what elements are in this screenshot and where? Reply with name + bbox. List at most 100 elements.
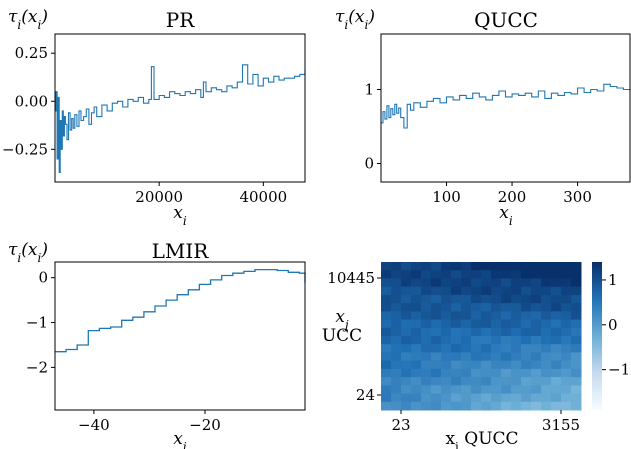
heatmap-cell (501, 303, 512, 312)
heatmap-cell (551, 401, 562, 411)
heatmap-cell (491, 344, 502, 353)
heatmap-cell (391, 262, 402, 271)
heatmap-cell (561, 286, 572, 296)
heatmap-cell (551, 352, 562, 362)
y-tick-label: 0.25 (15, 44, 48, 62)
heatmap-cell (451, 319, 462, 329)
heatmap-cell (411, 368, 422, 378)
heatmap-cell (571, 270, 582, 279)
heatmap-cell (521, 278, 532, 288)
pr-series-line (55, 64, 306, 173)
heatmap-cell (561, 368, 572, 378)
heatmap-cell (461, 377, 472, 386)
heatmap-cell (541, 262, 552, 271)
heatmap-cell (501, 352, 512, 362)
heatmap-cell (401, 270, 412, 279)
heatmap-cell (561, 401, 572, 411)
heatmap-cell (521, 368, 532, 378)
heatmap-cell (481, 311, 492, 321)
heatmap-cell (461, 344, 472, 353)
heatmap-x-tick-label: 23 (391, 416, 410, 434)
lmir-ylabel: τi(xi) (8, 240, 48, 265)
heatmap-cell (451, 336, 462, 345)
heatmap-cell (491, 303, 502, 312)
heatmap-cell (481, 270, 492, 279)
pr-ylabel: τi(xi) (8, 7, 48, 32)
panel-lmir: LMIR τi(xi) xi −40 −20 −2 −1 0 (8, 239, 306, 449)
heatmap-cell (571, 278, 582, 288)
heatmap-cell (481, 286, 492, 296)
heatmap-cell (401, 385, 412, 395)
heatmap-cell (471, 270, 482, 279)
heatmap-cell (531, 303, 542, 312)
heatmap-ticks: 23 3155 10445 24 (327, 269, 580, 434)
heatmap-cell (551, 270, 562, 279)
heatmap-cell (411, 360, 422, 370)
heatmap-cell (381, 377, 392, 386)
heatmap-cell (461, 319, 472, 329)
heatmap-cell (501, 319, 512, 329)
heatmap-cell (421, 385, 432, 395)
heatmap-cell (541, 385, 552, 395)
heatmap-cell (451, 368, 462, 378)
heatmap-cell (461, 303, 472, 312)
heatmap-cell (531, 385, 542, 395)
heatmap-cell (531, 286, 542, 296)
heatmap-cell (511, 393, 522, 403)
heatmap-cell (501, 294, 512, 304)
heatmap-cell (571, 336, 582, 345)
heatmap-cell (411, 385, 422, 395)
heatmap-cell (541, 336, 552, 345)
heatmap-cell (421, 352, 432, 362)
heatmap-cell (411, 327, 422, 337)
heatmap-cell (471, 303, 482, 312)
heatmap-cell (521, 270, 532, 279)
heatmap-cell (441, 286, 452, 296)
heatmap-cell (571, 286, 582, 296)
heatmap-cell (511, 336, 522, 345)
heatmap-cell (531, 393, 542, 403)
heatmap-cell (381, 393, 392, 403)
heatmap-cell (551, 377, 562, 386)
heatmap-cell (491, 393, 502, 403)
heatmap-cell (451, 327, 462, 337)
heatmap-cell (431, 286, 442, 296)
heatmap-cell (411, 303, 422, 312)
heatmap-cell (531, 270, 542, 279)
heatmap-cell (551, 336, 562, 345)
heatmap-cell (551, 294, 562, 304)
heatmap-cell (571, 311, 582, 321)
heatmap-cell (521, 286, 532, 296)
heatmap-cell (571, 352, 582, 362)
heatmap-cell (391, 360, 402, 370)
heatmap-cell (541, 352, 552, 362)
heatmap-cell (501, 311, 512, 321)
heatmap-cell (461, 336, 472, 345)
heatmap-cell (551, 303, 562, 312)
heatmap-cell (461, 393, 472, 403)
heatmap-cell (451, 377, 462, 386)
heatmap-cell (541, 360, 552, 370)
heatmap-cell (431, 278, 442, 288)
heatmap-cell (451, 286, 462, 296)
heatmap-cell (451, 294, 462, 304)
heatmap-cell (551, 385, 562, 395)
heatmap-cell (511, 377, 522, 386)
heatmap-cell (531, 377, 542, 386)
heatmap-cell (431, 311, 442, 321)
heatmap-cell (441, 262, 452, 271)
heatmap-cell (461, 385, 472, 395)
heatmap-cell (441, 344, 452, 353)
heatmap-cell (411, 286, 422, 296)
heatmap-cell (421, 377, 432, 386)
heatmap-cell (441, 393, 452, 403)
heatmap-cell (571, 303, 582, 312)
heatmap-cell (471, 368, 482, 378)
heatmap-cell (441, 352, 452, 362)
lmir-title: LMIR (152, 239, 210, 263)
heatmap-cell (441, 377, 452, 386)
heatmap-cell (531, 352, 542, 362)
heatmap-cell (431, 377, 442, 386)
heatmap-cell (401, 393, 412, 403)
heatmap-cell (401, 344, 412, 353)
